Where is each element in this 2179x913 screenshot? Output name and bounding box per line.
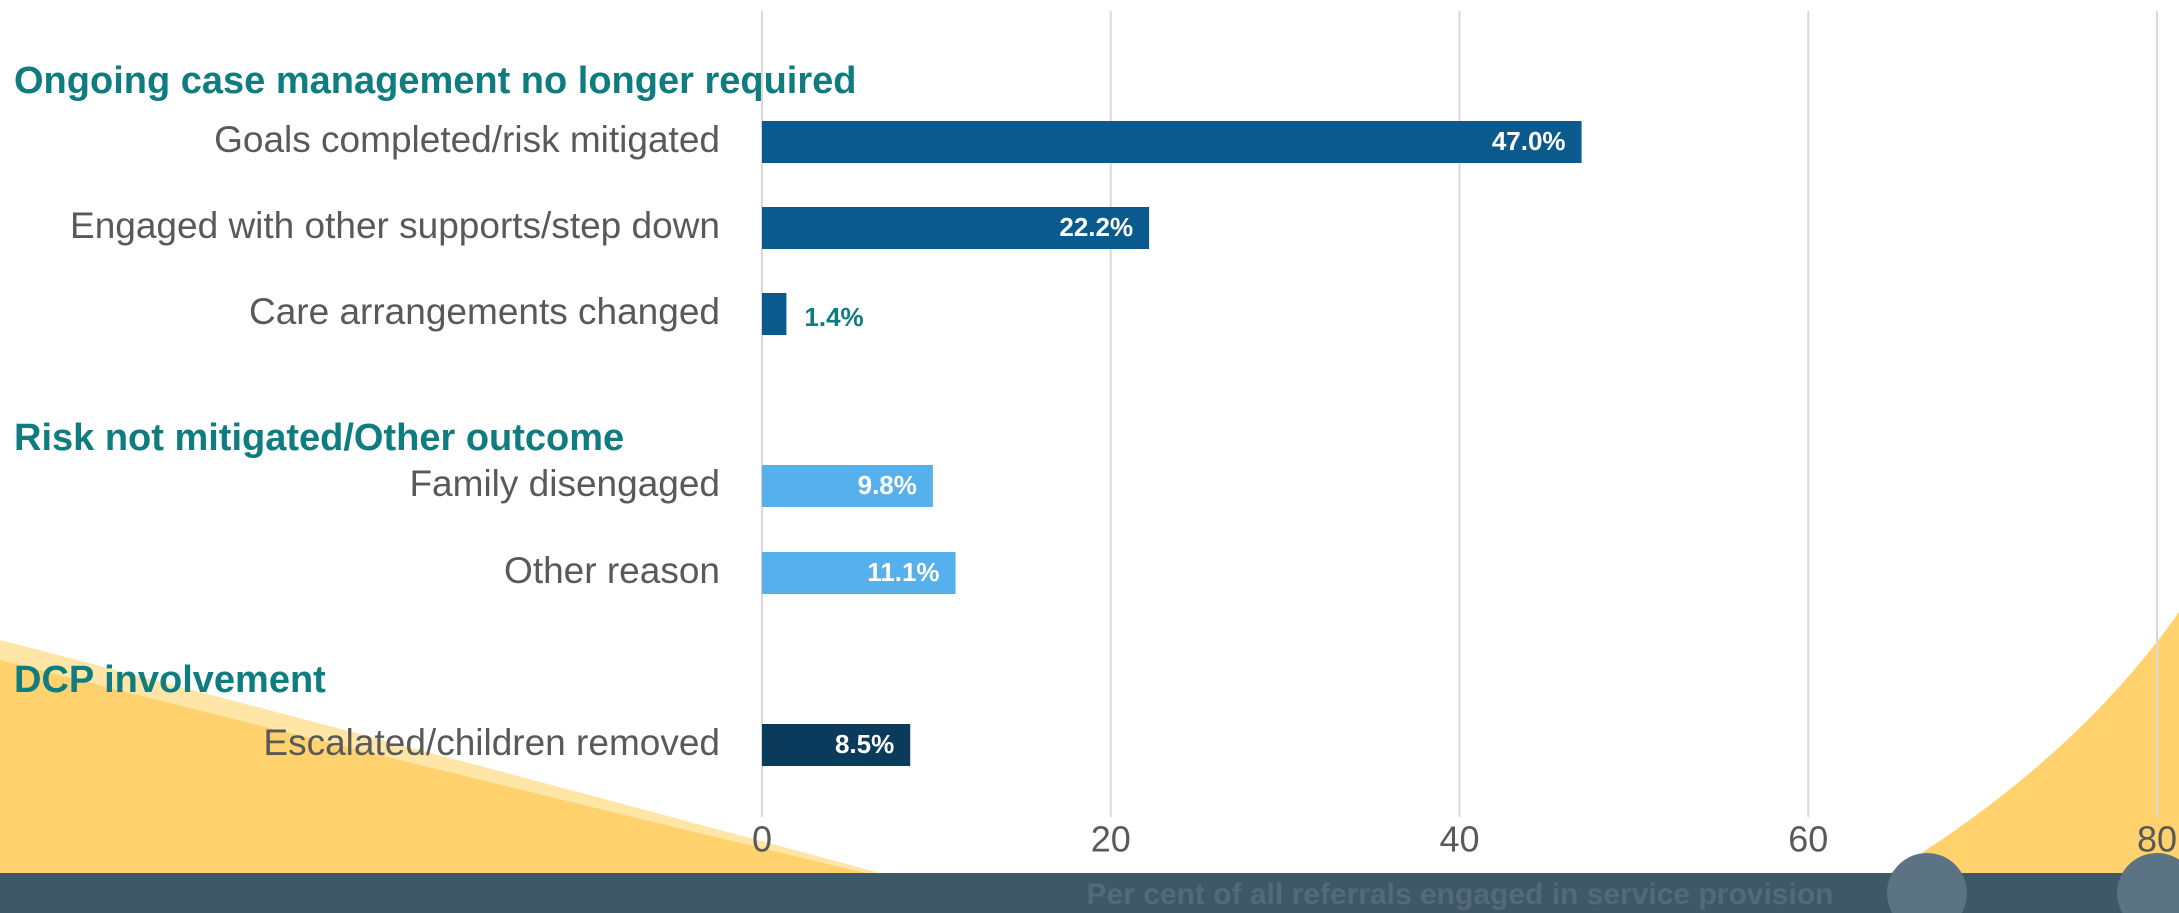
bar xyxy=(762,465,933,507)
value-label: 22.2% xyxy=(1059,212,1133,242)
category-label: Engaged with other supports/step down xyxy=(70,205,720,246)
group-heading: DCP involvement xyxy=(14,659,326,701)
group-heading: Risk not mitigated/Other outcome xyxy=(14,417,624,459)
bar xyxy=(762,121,1582,163)
value-label: 11.1% xyxy=(867,557,939,587)
category-label: Family disengaged xyxy=(409,463,720,504)
category-label: Escalated/children removed xyxy=(263,722,720,763)
category-label: Care arrangements changed xyxy=(249,291,720,332)
x-tick-label: 20 xyxy=(1091,819,1131,860)
bar xyxy=(762,552,956,594)
bar xyxy=(762,207,1150,249)
x-tick-label: 0 xyxy=(752,819,772,860)
category-label: Other reason xyxy=(504,550,720,591)
bottom-band xyxy=(0,873,2179,913)
decor-streak xyxy=(0,640,880,873)
decor-circle xyxy=(2117,853,2179,913)
bar xyxy=(762,724,911,766)
x-axis-title: Per cent of all referrals engaged in ser… xyxy=(1087,878,1834,911)
value-label: 8.5% xyxy=(835,729,894,759)
value-label: 9.8% xyxy=(858,470,917,500)
group-heading: Ongoing case management no longer requir… xyxy=(14,60,856,102)
x-tick-label: 40 xyxy=(1439,819,1479,860)
bar xyxy=(762,293,787,335)
value-label: 1.4% xyxy=(804,302,863,332)
category-label: Goals completed/risk mitigated xyxy=(214,119,720,160)
x-tick-label: 80 xyxy=(2137,819,2177,860)
decor-circle xyxy=(1887,853,1967,913)
decor-left xyxy=(0,653,870,873)
value-label: 47.0% xyxy=(1492,126,1566,156)
decor-right xyxy=(1890,612,2179,873)
x-tick-label: 60 xyxy=(1788,819,1828,860)
